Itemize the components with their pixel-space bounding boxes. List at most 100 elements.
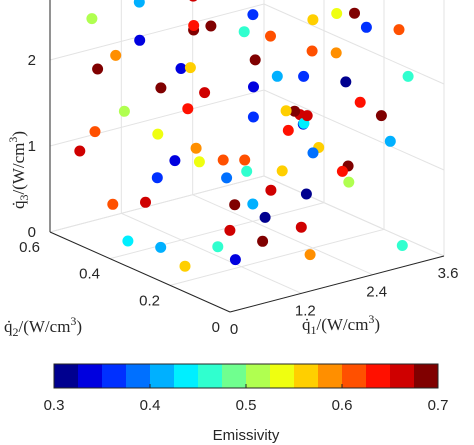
data-point (306, 45, 318, 57)
colorbar-tick-label: 0.3 (44, 397, 65, 414)
x-tick-label: 2.4 (366, 284, 387, 301)
data-point (295, 221, 307, 233)
colorbar: 0.3 0.4 0.5 0.6 0.7 (44, 363, 449, 414)
data-point (175, 63, 187, 74)
data-point (259, 211, 271, 223)
colorbar-tick-label: 0.7 (428, 397, 449, 414)
colorbar-tick-label: 0.4 (140, 397, 161, 414)
data-point (212, 241, 224, 253)
data-point (179, 260, 191, 272)
data-point (340, 76, 352, 88)
data-point (300, 188, 312, 200)
data-point (289, 105, 301, 117)
axis-box (49, 0, 445, 313)
colorbar-swatch (366, 364, 391, 388)
data-point (224, 224, 236, 236)
data-point (282, 124, 294, 136)
data-point (271, 70, 283, 82)
data-point (86, 13, 98, 25)
x-tick-label: 0 (230, 321, 238, 338)
data-point (193, 156, 205, 168)
y-axis-label: q̇2/(W/cm3) (4, 314, 82, 339)
data-point (182, 103, 194, 115)
colorbar-swatch (150, 364, 175, 388)
colorbar-swatch (198, 364, 223, 388)
data-point (336, 165, 348, 177)
data-point (155, 241, 167, 253)
z-axis-label: q̇3/(W/cm3) (6, 131, 31, 209)
data-point (375, 110, 387, 122)
data-point (134, 34, 146, 46)
grid-line (192, 194, 373, 276)
data-point (393, 24, 405, 36)
colorbar-swatch (126, 364, 151, 388)
data-point (184, 62, 196, 74)
data-point (304, 249, 316, 261)
colorbar-tick-label: 0.5 (236, 397, 257, 414)
data-point (247, 198, 259, 210)
data-point (239, 154, 251, 166)
colorbar-swatch (318, 364, 343, 388)
data-point (343, 176, 355, 188)
data-point (74, 145, 86, 157)
data-point (257, 235, 269, 247)
data-points (74, 0, 414, 272)
x-axis-label: q̇1/(W/cm3) (302, 312, 380, 337)
data-point (122, 235, 134, 247)
data-point (199, 87, 211, 99)
data-point (247, 111, 259, 123)
data-point (265, 184, 277, 196)
data-point (307, 147, 319, 159)
data-point (89, 126, 101, 138)
data-point (205, 20, 217, 32)
colorbar-swatch (390, 364, 415, 388)
data-point (92, 63, 104, 75)
x-tick-label: 1.2 (295, 302, 316, 319)
data-point (217, 154, 229, 166)
data-point (229, 199, 241, 211)
data-point (110, 49, 122, 61)
data-point (188, 20, 200, 31)
x-axis-line (229, 255, 445, 313)
data-point (229, 254, 241, 266)
data-point (301, 110, 313, 122)
y-axis-line (49, 231, 231, 313)
data-point (331, 8, 343, 19)
data-point (247, 9, 259, 21)
data-point (248, 81, 259, 93)
data-point (276, 165, 288, 177)
colorbar-swatch (54, 364, 79, 388)
data-point (152, 128, 164, 140)
data-point (241, 165, 253, 177)
data-point (330, 47, 342, 59)
colorbar-swatch (102, 364, 127, 388)
data-point (280, 105, 292, 117)
colorbar-swatch (78, 364, 103, 388)
data-point (189, 0, 198, 2)
data-point (360, 21, 372, 33)
data-point (133, 0, 145, 8)
data-point (118, 105, 130, 117)
colorbar-swatch (246, 364, 271, 388)
y-tick-label: 0.6 (19, 239, 40, 256)
x-tick-label: 3.6 (438, 265, 459, 282)
grid-line (263, 3, 445, 85)
grid-line (49, 175, 265, 233)
z-tick-label: 1 (28, 138, 36, 155)
y-tick-label: 0.4 (79, 266, 100, 283)
data-point (238, 26, 250, 38)
data-point (151, 172, 163, 184)
colorbar-swatch (414, 364, 439, 388)
y-tick-label: 0.2 (139, 292, 160, 309)
grid-line (169, 228, 385, 286)
tick-labels: 012300.20.40.601.22.43.6 (19, 52, 459, 338)
data-point (169, 155, 181, 167)
grid-line (121, 212, 302, 294)
grid-line (49, 3, 265, 61)
colorbar-swatch (222, 364, 247, 388)
z-tick-label: 0 (28, 224, 36, 241)
data-point (265, 30, 276, 42)
data-point (140, 196, 151, 208)
data-point (396, 240, 408, 251)
